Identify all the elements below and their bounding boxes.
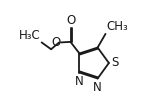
Text: N: N: [75, 75, 84, 88]
Text: S: S: [111, 56, 119, 70]
Text: H₃C: H₃C: [19, 29, 41, 42]
Text: CH₃: CH₃: [107, 20, 128, 33]
Text: N: N: [93, 81, 102, 94]
Text: O: O: [66, 14, 75, 27]
Text: O: O: [51, 36, 60, 49]
